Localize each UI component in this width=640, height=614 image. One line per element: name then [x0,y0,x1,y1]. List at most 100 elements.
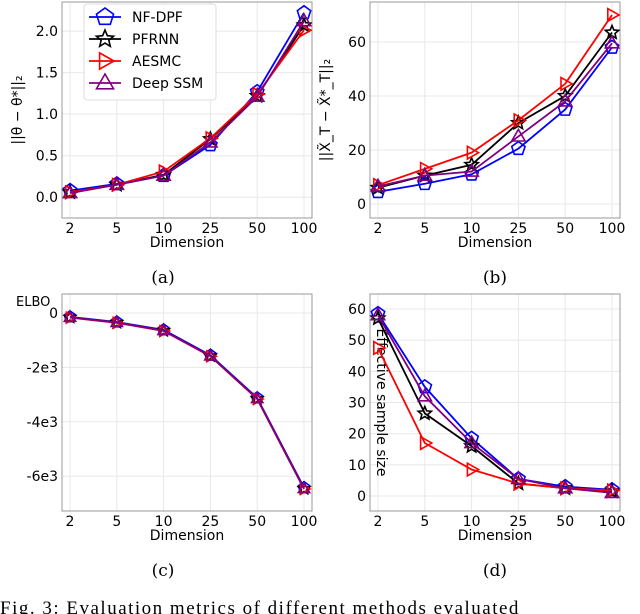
data-point-triangle-up [416,387,433,402]
series-line [377,46,613,193]
data-point-pentagon [510,140,526,156]
series-deep-ssm [369,306,621,499]
y-tick-label: 2.0 [36,24,58,40]
x-tick-label: 2 [66,514,75,530]
x-tick-label: 100 [291,514,318,530]
series-line [69,316,305,490]
x-tick-label: 25 [201,221,219,237]
y-tick-label: 30 [348,396,366,412]
y-tick-label: 1.5 [36,66,58,82]
legend-star-icon [94,27,116,48]
data-point-triangle-right [419,435,434,451]
x-tick-label: 5 [112,221,121,237]
data-point-triangle-up [557,479,574,494]
data-point-triangle-up [510,470,527,485]
data-point-triangle-right [560,76,574,92]
data-point-triangle-up [557,92,574,107]
data-point-triangle-right [466,144,481,161]
y-axis-label: Effective sample size [373,328,389,476]
x-tick-label: 25 [201,514,219,530]
y-axis-label: ELBO [16,295,50,310]
y-tick-label: 40 [348,89,366,105]
y-tick-label: 20 [348,427,366,443]
series-line [377,314,613,494]
data-point-triangle-up [156,323,171,336]
data-point-triangle-up [155,167,172,181]
data-point-triangle-up [463,434,480,449]
x-axis-label: Dimension [150,235,224,251]
x-tick-label: 10 [463,514,481,530]
legend-triangle-up-icon [95,72,115,90]
x-tick-label: 10 [155,221,173,237]
data-point-triangle-up [108,176,125,191]
x-tick-label: 100 [599,221,626,237]
y-tick-label: -2e3 [27,360,58,376]
x-tick-label: 25 [509,514,527,530]
data-point-triangle-up [61,184,79,199]
x-tick-label: 5 [112,514,121,530]
legend: NF-DPF PFRNN AESMC Deep SSM [83,3,217,101]
series-deep-ssm [61,12,313,199]
plot-border [61,1,313,219]
data-point-pentagon [510,470,526,486]
y-tick-label: 60 [348,302,366,318]
x-axis-label: Dimension [150,528,224,544]
data-point-triangle-up [109,314,124,328]
y-tick-label: 0 [357,489,366,505]
plot-area [369,1,621,219]
series-line [377,313,613,491]
y-tick-label: 10 [348,458,366,474]
legend-label: PFRNN [132,32,179,48]
x-tick-label: 10 [155,514,173,530]
y-tick-label: -6e3 [27,469,58,485]
data-point-triangle-up [203,348,218,361]
x-tick-label: 25 [509,221,527,237]
data-point-triangle-right [606,7,621,23]
y-tick-label: 50 [348,333,366,349]
x-tick-label: 100 [599,514,626,530]
x-axis-label: Dimension [458,235,532,251]
x-tick-label: 50 [248,221,266,237]
y-tick-label: 0.5 [36,149,58,165]
series-line [69,12,305,192]
legend-box [83,3,217,101]
y-tick-label: 60 [348,35,366,51]
x-tick-label: 10 [463,221,481,237]
data-point-star [416,404,434,421]
y-tick-label: 0 [49,306,58,322]
data-point-pentagon [604,481,620,497]
data-point-triangle-right [372,340,387,356]
x-tick-label: 2 [374,221,383,237]
y-tick-label: 1.0 [36,107,58,123]
series-line [377,14,613,186]
y-axis-label: ||θ − θ*||₂ [10,75,26,144]
x-tick-label: 2 [66,221,75,237]
legend-label: NF-DPF [132,10,183,26]
series-deep-ssm [62,309,312,494]
x-tick-label: 2 [374,514,383,530]
data-point-triangle-up [369,306,387,321]
plot-border [369,293,621,512]
figure-caption: Fig. 3: Evaluation metrics of different … [0,598,520,614]
x-tick-label: 5 [420,221,429,237]
data-point-star [416,166,434,183]
caption-a: (a) [151,268,175,288]
caption-d: (d) [482,561,508,581]
data-point-triangle-up [296,481,312,494]
y-axis-label: ||X̃_T − X̃*_T||₂ [317,59,334,161]
series-deep-ssm [369,34,621,192]
data-point-triangle-up [416,167,433,181]
data-point-triangle-up [250,391,265,404]
y-tick-label: 0 [357,197,366,213]
x-axis-label: Dimension [458,528,532,544]
x-tick-label: 100 [291,221,318,237]
x-tick-label: 50 [248,514,266,530]
data-point-triangle-up [62,309,78,323]
data-point-pentagon [417,378,433,394]
plot-area [61,293,313,512]
